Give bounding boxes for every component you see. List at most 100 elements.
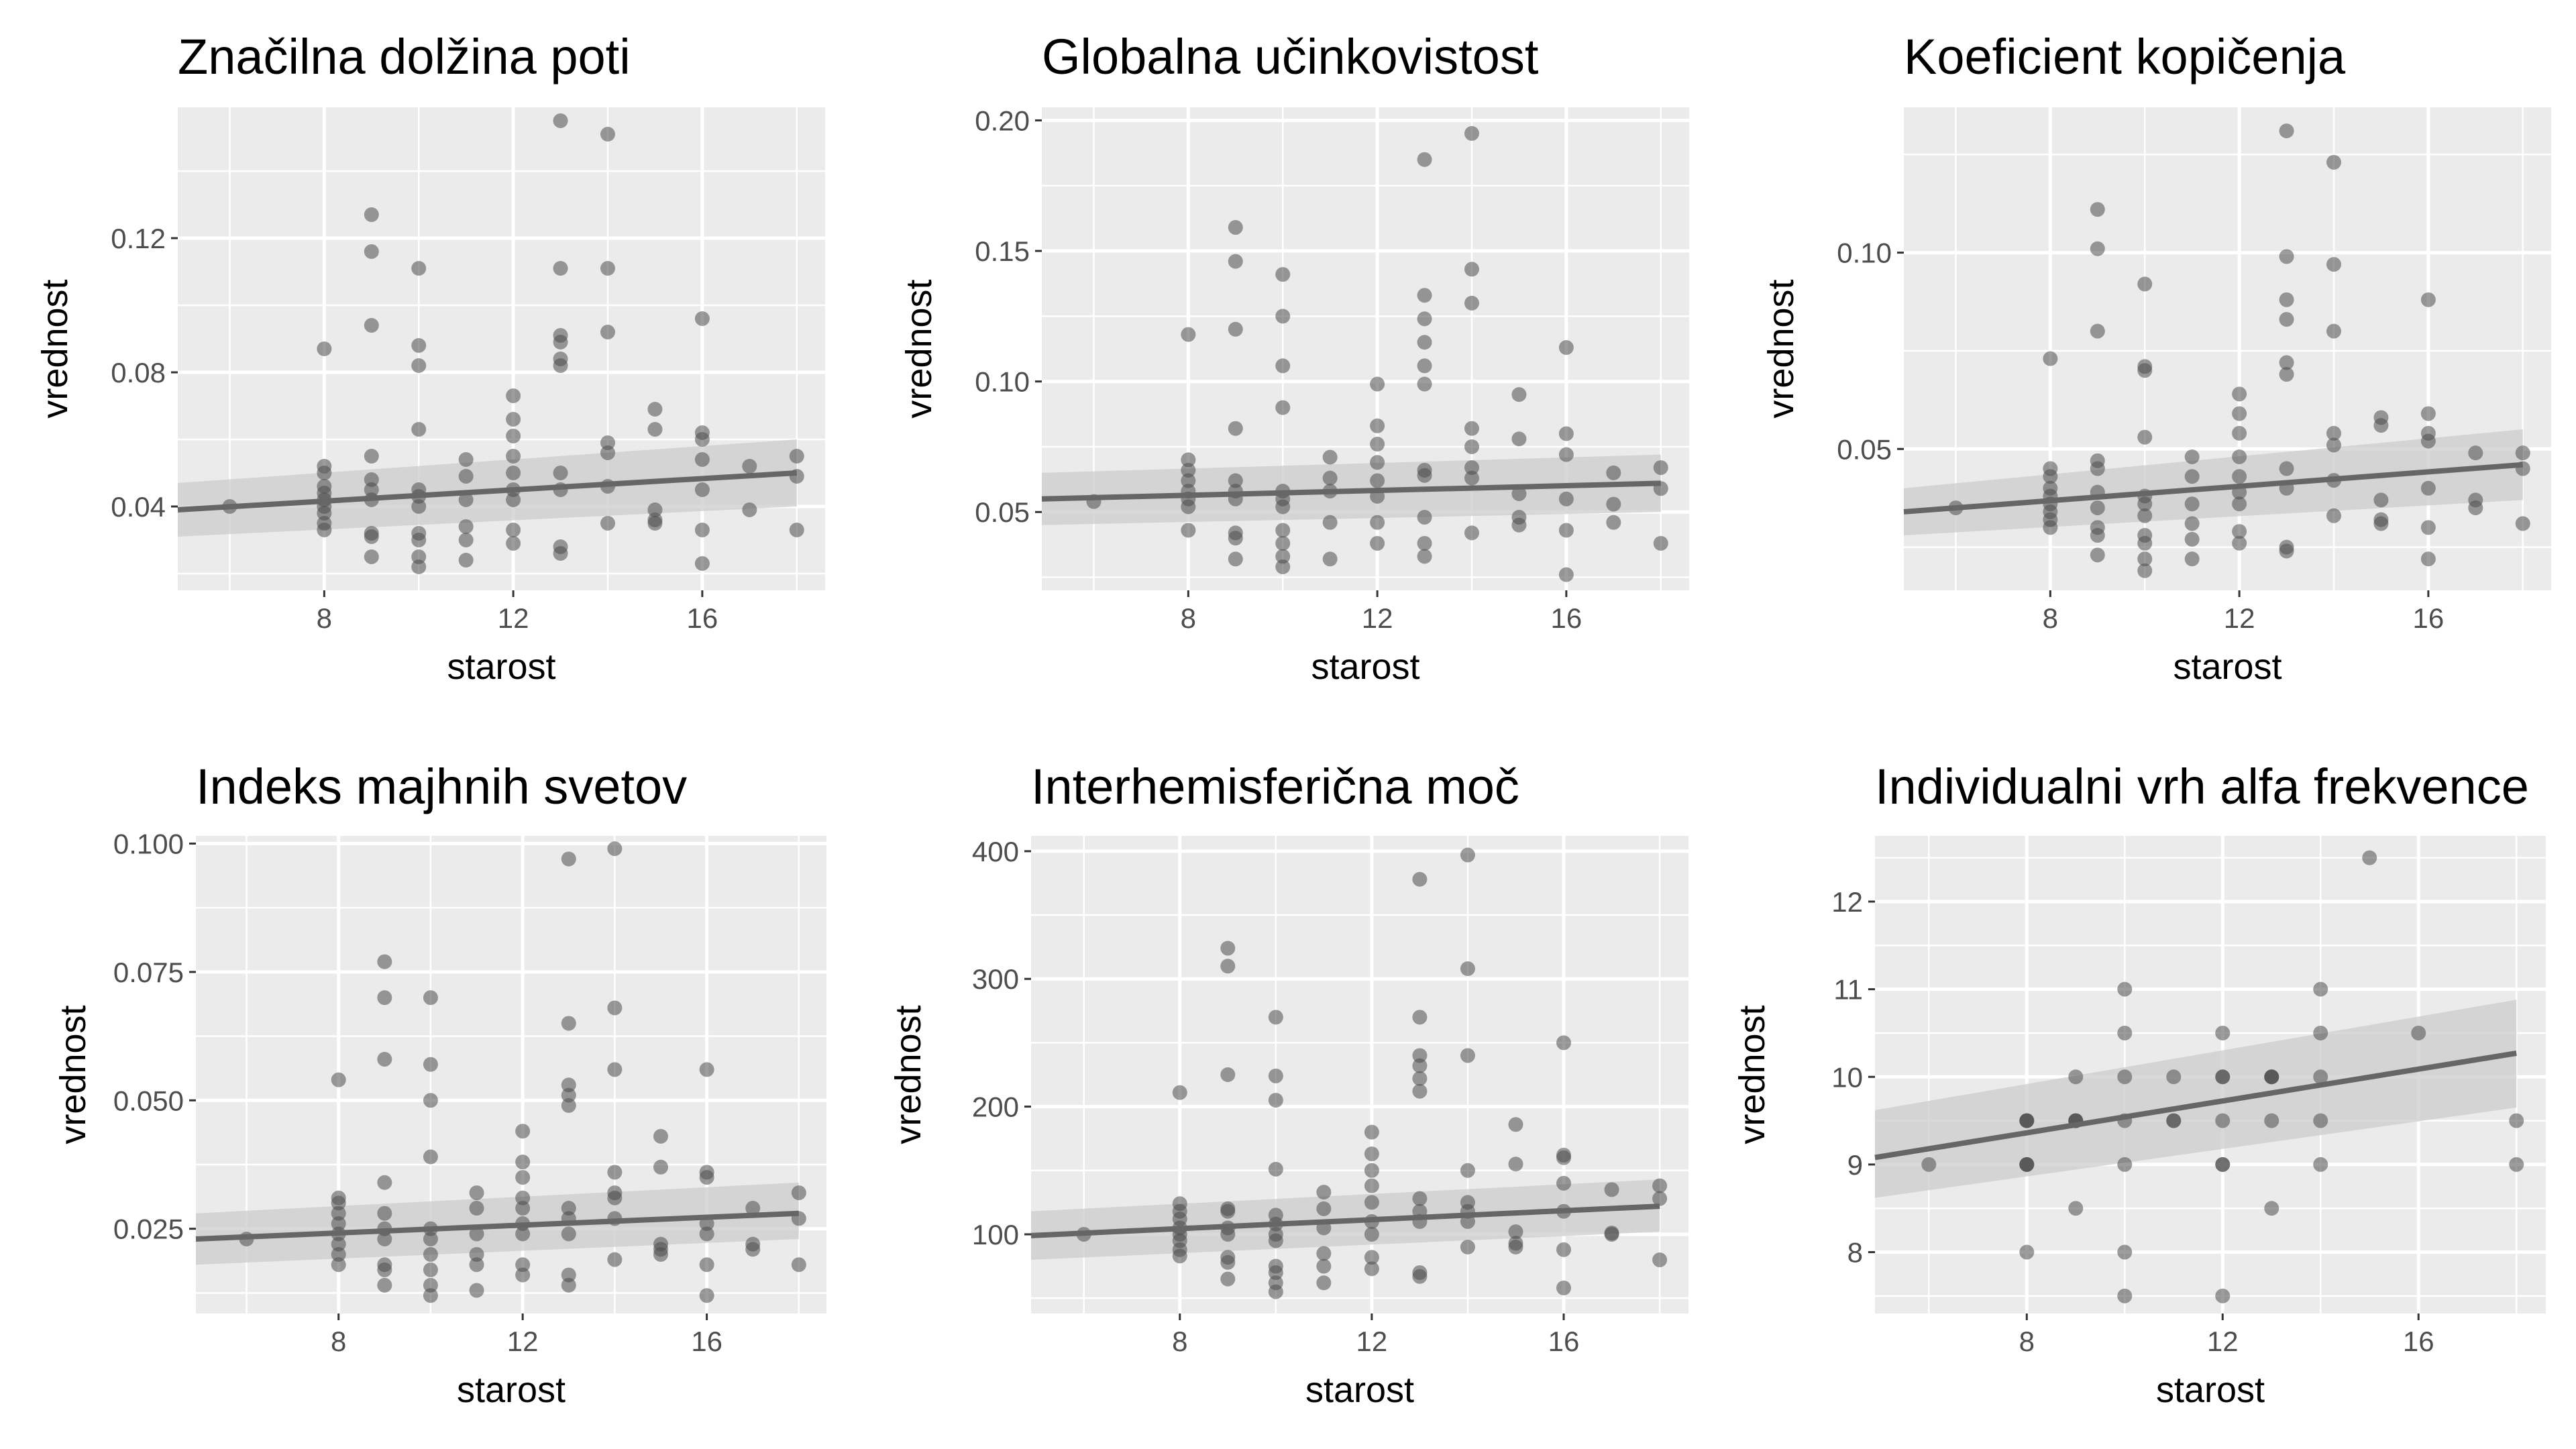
chart-plot: 8 12 16 8 9 10 11 12 starost vrednost	[1732, 836, 2546, 1410]
chart-title: Interhemisferična moč	[1031, 759, 1519, 814]
data-point	[411, 559, 427, 574]
data-point	[1220, 1067, 1236, 1082]
data-point	[607, 1190, 623, 1205]
data-point	[2509, 1113, 2524, 1128]
data-point	[411, 261, 427, 276]
data-point	[1181, 462, 1196, 478]
data-point	[2509, 1157, 2524, 1172]
y-axis-title: vrednost	[35, 279, 75, 418]
data-point	[317, 523, 332, 537]
data-point	[1460, 1048, 1475, 1063]
data-point	[553, 335, 568, 350]
data-point	[2215, 1069, 2231, 1085]
data-point	[1268, 1284, 1283, 1299]
data-point	[317, 466, 332, 480]
data-point	[1556, 1175, 1572, 1191]
data-point	[506, 388, 521, 403]
data-point	[2373, 418, 2389, 433]
y-tick-label: 0.075	[113, 957, 184, 988]
data-point	[1364, 1226, 1379, 1242]
x-tick-label: 8	[317, 602, 332, 634]
data-point	[423, 1288, 438, 1303]
data-point	[1464, 460, 1479, 476]
data-point	[2215, 1157, 2231, 1172]
data-point	[377, 990, 392, 1006]
data-point	[1370, 437, 1385, 452]
data-point	[2184, 469, 2200, 484]
data-point	[506, 536, 521, 551]
data-point	[2232, 406, 2247, 421]
data-point	[2215, 1288, 2231, 1303]
data-point	[458, 492, 474, 507]
data-point	[1364, 1163, 1379, 1178]
data-point	[2232, 449, 2247, 464]
data-point	[1606, 465, 1621, 480]
data-point	[2279, 249, 2294, 264]
data-point	[1275, 400, 1291, 415]
data-point	[2362, 850, 2377, 865]
data-point	[1181, 473, 1196, 488]
data-point	[1228, 254, 1243, 269]
x-tick-label: 8	[2019, 1326, 2035, 1357]
data-point	[1417, 549, 1432, 564]
data-point	[1464, 421, 1479, 436]
data-point	[600, 127, 615, 142]
data-point	[1275, 523, 1291, 538]
data-point	[377, 1205, 392, 1221]
data-point	[1464, 525, 1479, 541]
data-point	[2184, 531, 2200, 547]
x-tick-label: 16	[1548, 1326, 1580, 1357]
data-point	[1275, 499, 1291, 515]
data-point	[1417, 152, 1432, 167]
data-point	[1508, 1117, 1523, 1132]
data-point	[1464, 295, 1479, 311]
data-point	[2313, 1025, 2328, 1040]
data-point	[1460, 1163, 1475, 1178]
data-point	[2166, 1069, 2182, 1085]
x-tick-label: 12	[1356, 1326, 1388, 1357]
data-point	[2090, 202, 2105, 217]
data-point	[2090, 500, 2105, 516]
x-tick-label: 12	[498, 602, 529, 634]
data-point	[600, 445, 615, 460]
data-point	[331, 1216, 346, 1232]
y-tick-label: 10	[1831, 1061, 1863, 1093]
data-point	[2279, 312, 2294, 327]
data-point	[469, 1283, 484, 1298]
data-point	[1412, 1071, 1428, 1086]
data-point	[1228, 321, 1243, 337]
data-point	[1417, 288, 1432, 303]
data-point	[699, 1257, 714, 1273]
data-point	[515, 1124, 531, 1139]
data-point	[1511, 387, 1527, 402]
data-point	[331, 1257, 346, 1273]
chart-plot: 8 12 16 0.05 0.10 starost vrednost	[1761, 107, 2551, 687]
x-tick-label: 16	[687, 602, 718, 634]
data-point	[2117, 981, 2133, 997]
data-point	[377, 1175, 392, 1190]
data-point	[2215, 1113, 2231, 1128]
x-tick-label: 8	[1181, 602, 1196, 634]
chart-title: Koeficient kopičenja	[1904, 29, 2346, 85]
data-point	[1652, 1191, 1668, 1206]
data-point	[561, 1267, 576, 1283]
data-point	[2420, 520, 2436, 535]
y-tick-label: 400	[972, 836, 1019, 867]
y-tick-label: 0.04	[111, 491, 166, 523]
data-point	[331, 1205, 346, 1221]
data-point	[1268, 1233, 1283, 1248]
data-point	[506, 466, 521, 480]
chart-panel-4: Indeks majhnih svetov 8 12 16 0.025 0.050 0.07…	[0, 730, 849, 1448]
data-point	[2326, 508, 2341, 523]
data-point	[1606, 496, 1621, 512]
data-point	[2184, 551, 2200, 567]
data-point	[1417, 535, 1432, 551]
data-point	[1921, 1157, 1937, 1172]
data-point	[423, 1057, 438, 1072]
trend-line	[1041, 480, 1661, 502]
data-point	[1558, 340, 1574, 356]
x-axis-title: starost	[1311, 647, 1419, 687]
trend-line	[195, 1210, 800, 1242]
data-point	[1606, 515, 1621, 530]
data-point	[2279, 367, 2294, 382]
